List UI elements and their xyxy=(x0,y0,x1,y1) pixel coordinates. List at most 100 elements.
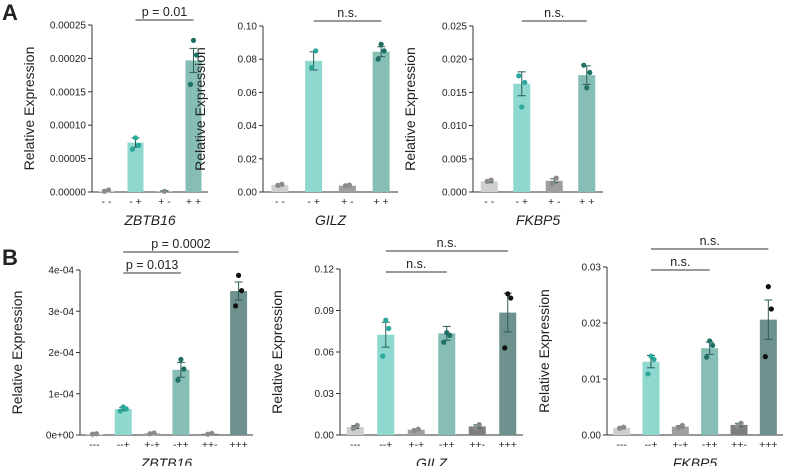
data-point xyxy=(161,188,168,194)
data-point xyxy=(441,339,447,345)
data-point xyxy=(151,430,157,436)
y-axis-title: Relative Expression xyxy=(192,47,208,171)
x-tick-label: --- xyxy=(616,439,627,451)
x-tick-label: + - xyxy=(341,196,354,208)
y-tick-label: 0.00015 xyxy=(50,87,87,98)
gene-label: FKBP5 xyxy=(516,212,561,228)
data-point xyxy=(734,424,740,430)
bar xyxy=(407,429,425,435)
y-tick-label: 0.00000 xyxy=(50,188,87,199)
x-tick-label: ++- xyxy=(202,439,218,451)
y-tick-label: 0.09 xyxy=(315,306,335,317)
bar xyxy=(613,427,631,435)
x-tick-label: -++ xyxy=(702,439,718,451)
y-tick-label: 0.02 xyxy=(582,319,602,330)
y-tick-label: 0.00010 xyxy=(50,121,87,132)
data-point xyxy=(472,425,478,431)
y-tick-label: 0.03 xyxy=(582,263,602,274)
chart-gilz-b: 0.00 0.03 0.06 0.09 0.12 Relative Expression -… xyxy=(269,236,523,466)
x-tick-label: - - xyxy=(484,196,494,208)
chart-zbtb16-a: 0.00000 0.00005 0.00010 0.00015 0.00020 0.000… xyxy=(21,5,208,228)
data-point xyxy=(710,342,716,348)
bar xyxy=(642,361,660,435)
y-tick-label: 0.00 xyxy=(582,431,602,442)
x-tick-label: - + xyxy=(129,196,142,208)
bar xyxy=(545,180,563,192)
data-point xyxy=(768,306,774,312)
x-tick-label: - + xyxy=(515,196,528,208)
x-tick-label: + + xyxy=(579,196,594,208)
data-point xyxy=(238,288,245,294)
data-point xyxy=(553,175,559,181)
y-tick-label: 0.025 xyxy=(442,22,467,33)
data-point xyxy=(679,422,685,429)
data-point xyxy=(704,354,710,360)
y-tick-label: 0e+00 xyxy=(46,431,75,442)
data-point xyxy=(645,371,651,377)
bar xyxy=(338,185,356,192)
data-point xyxy=(584,85,590,91)
data-point xyxy=(488,177,494,183)
x-tick-label: ++- xyxy=(469,439,485,451)
data-point xyxy=(383,317,389,323)
data-point xyxy=(178,356,184,363)
data-point xyxy=(93,431,100,437)
significance-label: n.s. xyxy=(406,257,426,271)
x-tick-label: + + xyxy=(374,196,389,208)
data-point xyxy=(617,425,623,431)
significance-label: p = 0.013 xyxy=(126,258,179,272)
data-point xyxy=(502,345,508,351)
y-tick-label: 0.02 xyxy=(238,154,258,165)
x-tick-label: --- xyxy=(89,439,100,451)
y-tick-label: 0.01 xyxy=(582,375,602,386)
data-point xyxy=(120,404,126,410)
x-tick-label: + - xyxy=(548,196,561,208)
significance-label: p = 0.0002 xyxy=(151,237,210,251)
significance-label: n.s. xyxy=(544,6,564,20)
significance-label: p = 0.01 xyxy=(142,5,188,19)
data-point xyxy=(476,422,482,428)
x-tick-label: - + xyxy=(307,196,320,208)
y-axis-title: Relative Expression xyxy=(9,291,25,415)
y-tick-label: 2e-04 xyxy=(48,348,74,359)
y-tick-label: 0.12 xyxy=(315,265,335,276)
bar xyxy=(578,75,596,192)
data-point xyxy=(765,284,771,290)
y-axis-title: Relative Expression xyxy=(536,289,552,413)
data-point xyxy=(762,354,768,360)
bar xyxy=(730,424,748,435)
data-point xyxy=(101,188,108,194)
x-tick-label: +-+ xyxy=(144,439,160,451)
data-point xyxy=(386,325,392,332)
x-tick-label: --+ xyxy=(117,439,130,451)
data-point xyxy=(342,183,348,189)
y-axis-title: Relative Expression xyxy=(269,290,285,414)
y-tick-label: 0.010 xyxy=(442,121,467,132)
data-point xyxy=(411,427,417,434)
y-tick-label: 0.04 xyxy=(238,121,258,132)
data-point xyxy=(235,272,242,278)
y-tick-label: 0.03 xyxy=(315,389,335,400)
bar xyxy=(513,83,531,192)
y-tick-label: 0.00005 xyxy=(50,154,87,165)
bar xyxy=(468,426,486,435)
data-point xyxy=(275,182,281,188)
chart-gilz-a: 0.00 0.02 0.04 0.06 0.08 0.10 Relative Express… xyxy=(192,6,398,228)
bar xyxy=(305,60,323,192)
data-point xyxy=(232,303,239,309)
data-point xyxy=(147,431,153,437)
y-tick-label: 3e-04 xyxy=(48,307,74,318)
chart-zbtb16-b: 0e+00 1e-04 2e-04 3e-04 4e-04 Relative Expres… xyxy=(9,237,253,466)
x-tick-label: --- xyxy=(350,439,361,451)
bar xyxy=(701,348,719,435)
y-tick-label: 0.06 xyxy=(315,348,335,359)
x-tick-label: ++- xyxy=(731,439,747,451)
data-point xyxy=(519,104,525,110)
x-tick-label: - - xyxy=(102,196,112,208)
significance-label: n.s. xyxy=(700,234,720,248)
data-point xyxy=(378,41,384,47)
bar xyxy=(114,409,132,435)
data-point xyxy=(522,79,528,86)
y-tick-label: 0.000 xyxy=(442,188,467,199)
